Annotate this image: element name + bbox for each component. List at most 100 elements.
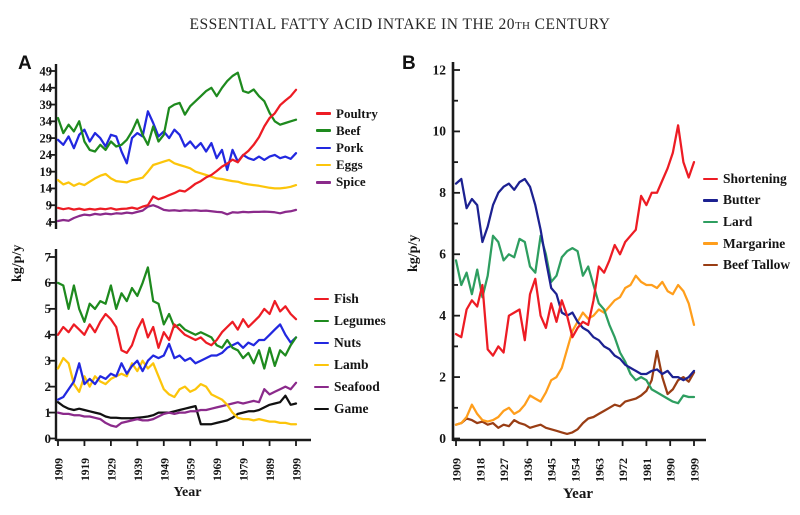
series-line-lard [454, 234, 696, 405]
legend-label-pork: Pork [336, 139, 364, 155]
legend-swatch-poultry [316, 112, 331, 115]
x-tick-label: 1963 [592, 458, 606, 482]
y-tick-label: 49 [40, 64, 53, 78]
legend-item-fish: Fish [314, 288, 386, 310]
series-line-game [56, 394, 298, 426]
legend-panel-a-top: Poultry Beef Pork Eggs Spice [316, 105, 378, 191]
legend-swatch-lamb [314, 363, 329, 367]
panel-a-y-axis-label: kg/p/y [10, 244, 25, 282]
legend-swatch-pork [316, 146, 331, 150]
legend-label-beef-tallow: Beef Tallow [723, 257, 791, 273]
series-line-spice [56, 204, 298, 223]
legend-item-seafood: Seafood [314, 376, 386, 398]
legend-swatch-margarine [703, 242, 718, 245]
x-tick-label: 1979 [239, 458, 251, 481]
panel-b-label: B [402, 53, 416, 74]
y-tick-label: 29 [40, 131, 53, 145]
legend-item-shortening: Shortening [703, 168, 790, 190]
x-tick-label: 1919 [80, 458, 92, 481]
chart-b: 0 2 4 6 8 10 12 1909 1918 1927 1936 1945 1954 1963 197… [433, 62, 706, 482]
x-tick-label: 1909 [54, 458, 66, 481]
y-tick-label: 44 [40, 81, 53, 95]
series-line-legumes [56, 266, 298, 370]
x-tick-label: 1959 [186, 458, 198, 481]
series-line-poultry [56, 88, 298, 212]
x-tick-label: 1945 [545, 458, 559, 482]
legend-swatch-eggs [316, 163, 331, 167]
series-line-shortening [454, 124, 696, 357]
legend-swatch-butter [703, 199, 718, 202]
legend-item-butter: Butter [703, 190, 790, 212]
y-tick-label: 5 [45, 301, 52, 316]
panel-a-label: A [18, 53, 32, 74]
legend-label-butter: Butter [723, 192, 761, 208]
y-tick-label: 9 [46, 199, 52, 213]
y-tick-label: 6 [439, 247, 446, 262]
x-tick-label: 1969 [212, 458, 224, 481]
y-tick-label: 14 [40, 182, 53, 196]
panel-b-x-axis-label: Year [563, 486, 593, 502]
legend-item-margarine: Margarine [703, 233, 790, 255]
x-tick-label: 1999 [292, 458, 304, 481]
panel-b-y-axis-label: kg/p/y [406, 234, 421, 272]
y-tick-label: 6 [45, 275, 52, 290]
x-tick-label: 1999 [688, 458, 702, 482]
x-tick-label: 1989 [265, 458, 277, 481]
series-line-beef-tallow [454, 349, 696, 436]
legend-panel-b: Shortening Butter Lard Margarine Beef Tallow [703, 168, 790, 276]
legend-swatch-legumes [314, 319, 329, 323]
chart-a-bottom: 0 1 2 3 4 5 6 7 1909 1919 1929 1939 1949 1959 1969 1979… [45, 249, 311, 481]
y-tick-label: 2 [45, 379, 52, 394]
x-tick-label: 1918 [473, 458, 487, 482]
figure-title-ordinal: TH [515, 20, 531, 32]
legend-item-lamb: Lamb [314, 354, 386, 376]
legend-label-fish: Fish [334, 291, 359, 306]
legend-swatch-seafood [314, 385, 329, 389]
figure-title: ESSENTIAL FATTY ACID INTAKE IN THE 20TH … [0, 16, 800, 34]
y-tick-label: 24 [40, 148, 53, 162]
legend-item-pork: Pork [316, 139, 378, 156]
legend-swatch-beef-tallow [703, 263, 718, 267]
legend-item-nuts: Nuts [314, 332, 386, 354]
x-tick-label: 1990 [664, 458, 678, 482]
series-line-eggs [56, 158, 298, 190]
legend-label-spice: Spice [336, 174, 366, 190]
legend-label-eggs: Eggs [336, 157, 363, 173]
y-tick-label: 1 [45, 405, 52, 420]
legend-item-eggs: Eggs [316, 157, 378, 174]
x-tick-label: 1929 [106, 458, 118, 481]
series-line-pork [56, 110, 298, 172]
y-tick-label: 10 [433, 124, 447, 139]
y-tick-label: 7 [45, 249, 52, 264]
figure-title-end: CENTURY [530, 16, 611, 33]
x-tick-label: 1981 [640, 458, 654, 482]
legend-label-beef: Beef [336, 122, 361, 138]
legend-label-nuts: Nuts [334, 335, 362, 350]
y-tick-label: 4 [46, 215, 53, 229]
legend-label-legumes: Legumes [334, 313, 386, 328]
legend-swatch-shortening [703, 177, 718, 181]
series-line-seafood [56, 381, 298, 428]
series-line-fish [56, 299, 298, 355]
legend-label-lamb: Lamb [334, 357, 369, 372]
y-tick-label: 39 [40, 98, 53, 112]
legend-label-lard: Lard [723, 213, 753, 229]
legend-swatch-fish [314, 297, 329, 301]
legend-swatch-nuts [314, 341, 329, 345]
y-tick-label: 3 [45, 353, 52, 368]
x-tick-label: 1972 [616, 458, 630, 482]
series-line-beef [56, 71, 298, 153]
legend-label-margarine: Margarine [723, 235, 786, 251]
x-tick-label: 1936 [521, 458, 535, 482]
y-tick-label: 0 [45, 431, 52, 446]
x-tick-label: 1939 [133, 458, 145, 481]
legend-label-game: Game [334, 401, 369, 416]
x-tick-label: 1927 [497, 458, 511, 482]
y-tick-label: 34 [40, 115, 53, 129]
x-tick-label: 1954 [569, 458, 583, 482]
y-tick-label: 2 [439, 369, 446, 384]
legend-item-legumes: Legumes [314, 310, 386, 332]
